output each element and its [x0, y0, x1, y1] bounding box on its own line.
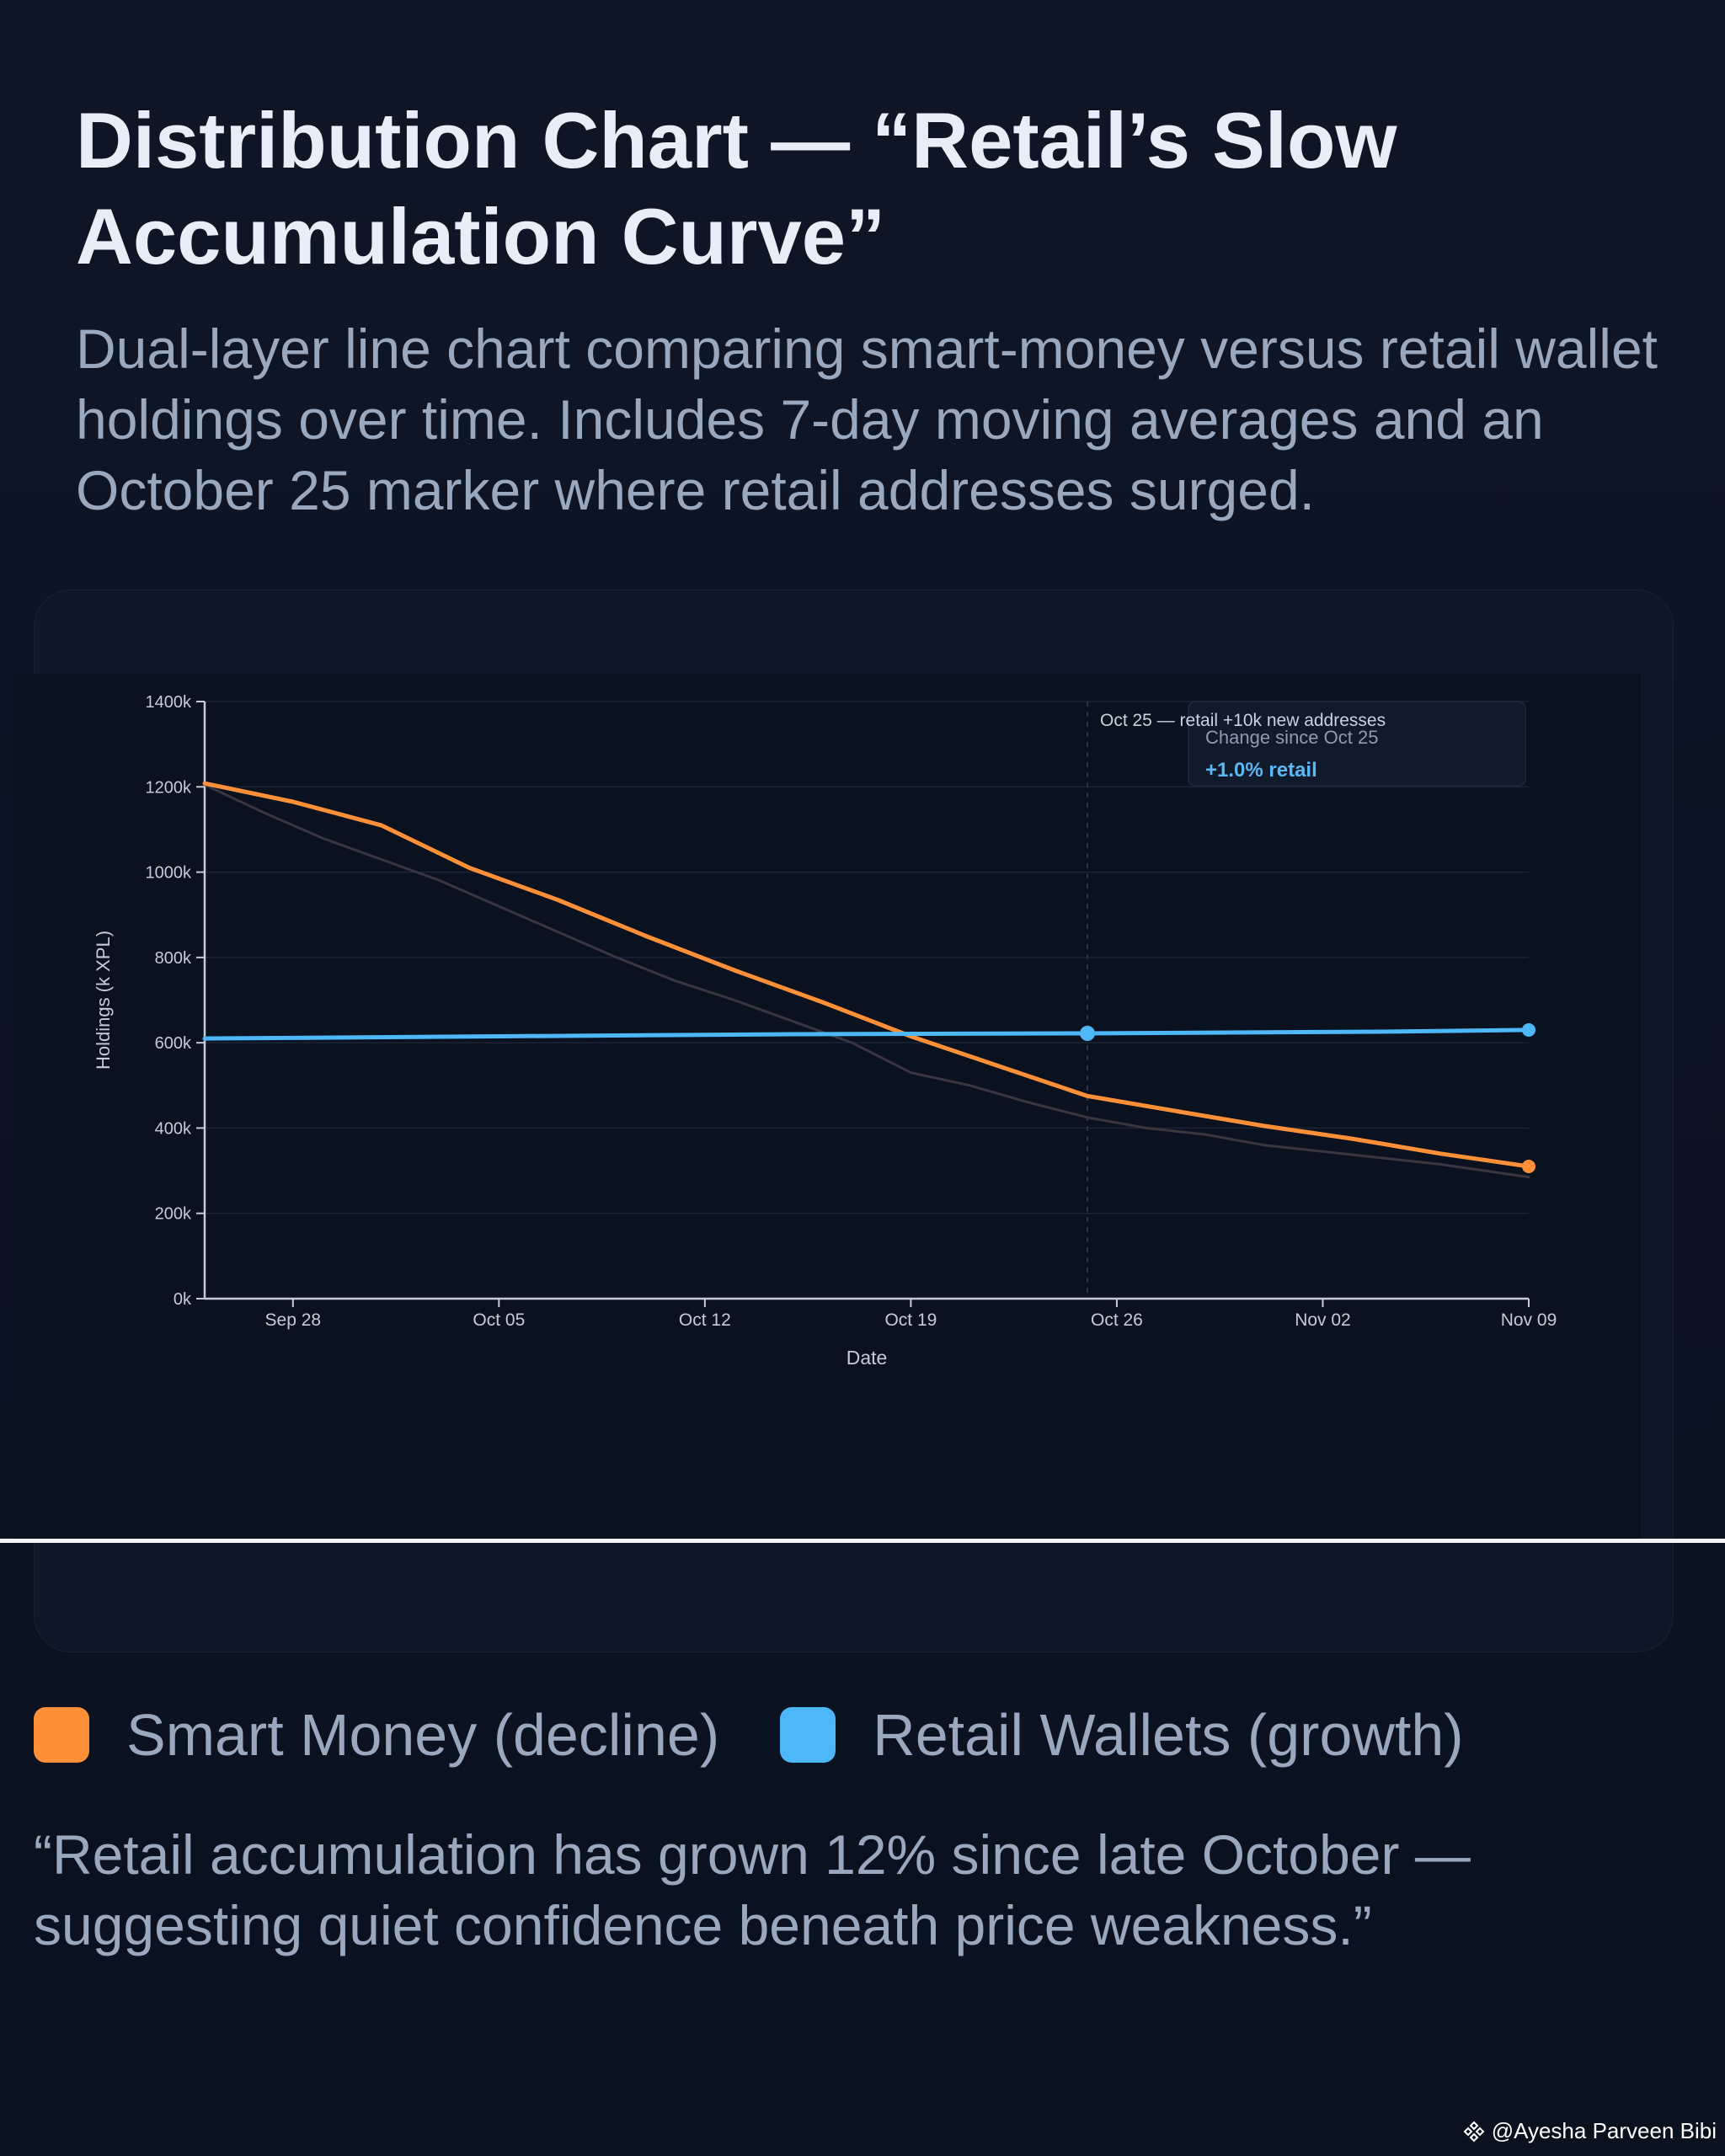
x-tick-label-6: Nov 09	[1501, 1310, 1557, 1330]
series-line-2	[202, 1027, 1531, 1041]
legend-swatch-retail-wallets	[780, 1707, 836, 1763]
y-tick-label-3: 600k	[155, 1034, 192, 1053]
y-tick-label-2: 400k	[155, 1119, 192, 1138]
y-tick-label-6: 1200k	[146, 778, 192, 797]
legend-label-retail-wallets: Retail Wallets (growth)	[873, 1702, 1464, 1768]
end-marker-s2	[1522, 1022, 1535, 1037]
page-title: Distribution Chart — “Retail’s Slow Accu…	[76, 96, 1397, 280]
separator-line	[0, 1539, 1725, 1543]
oct25-point-marker-0	[1080, 1026, 1095, 1042]
x-tick-label-3: Oct 19	[884, 1310, 937, 1330]
info-box-title: Change since Oct 25	[1205, 727, 1378, 748]
page-subtitle: Dual-layer line chart comparing smart-mo…	[76, 318, 1658, 521]
y-tick-label-0: 0k	[174, 1290, 192, 1309]
series-line-1	[203, 783, 1530, 1179]
legend-swatch-smart-money	[34, 1707, 89, 1763]
end-marker-s0	[1522, 1160, 1535, 1174]
legend-label-smart-money: Smart Money (decline)	[126, 1702, 720, 1768]
x-axis-title: Date	[846, 1347, 888, 1369]
author-watermark: @Ayesha Parveen Bibi	[1463, 2118, 1717, 2144]
watermark-text: @Ayesha Parveen Bibi	[1491, 2118, 1717, 2143]
x-tick-label-5: Nov 02	[1295, 1310, 1351, 1330]
y-axis-title: Holdings (k XPL)	[93, 931, 114, 1070]
y-tick-label-1: 200k	[155, 1205, 192, 1224]
x-tick-label-0: Sep 28	[265, 1310, 322, 1330]
legend-item-smart-money: Smart Money (decline)	[34, 1701, 719, 1769]
info-box	[1188, 701, 1526, 787]
series-line-0	[202, 781, 1531, 1169]
oct25-annotation-label: Oct 25 — retail +10k new addresses	[1100, 711, 1386, 730]
insight-quote: “Retail accumulation has grown 12% since…	[34, 1823, 1471, 1956]
y-tick-label-7: 1400k	[146, 693, 192, 712]
chart-legend: Smart Money (decline) Retail Wallets (gr…	[34, 1693, 1525, 1777]
chart-area-background	[13, 674, 1641, 1540]
y-tick-label-5: 1000k	[146, 864, 192, 883]
x-tick-label-4: Oct 26	[1091, 1310, 1143, 1330]
legend-item-retail-wallets: Retail Wallets (growth)	[780, 1701, 1464, 1769]
y-tick-label-4: 800k	[155, 949, 192, 968]
x-tick-label-1: Oct 05	[473, 1310, 525, 1330]
holdings-line-chart: Change since Oct 25 +1.0% retail Oct 25 — …	[93, 693, 1557, 1369]
x-tick-label-2: Oct 12	[679, 1310, 731, 1330]
binance-square-icon	[1463, 2121, 1485, 2142]
info-box-value: +1.0% retail	[1205, 759, 1317, 782]
